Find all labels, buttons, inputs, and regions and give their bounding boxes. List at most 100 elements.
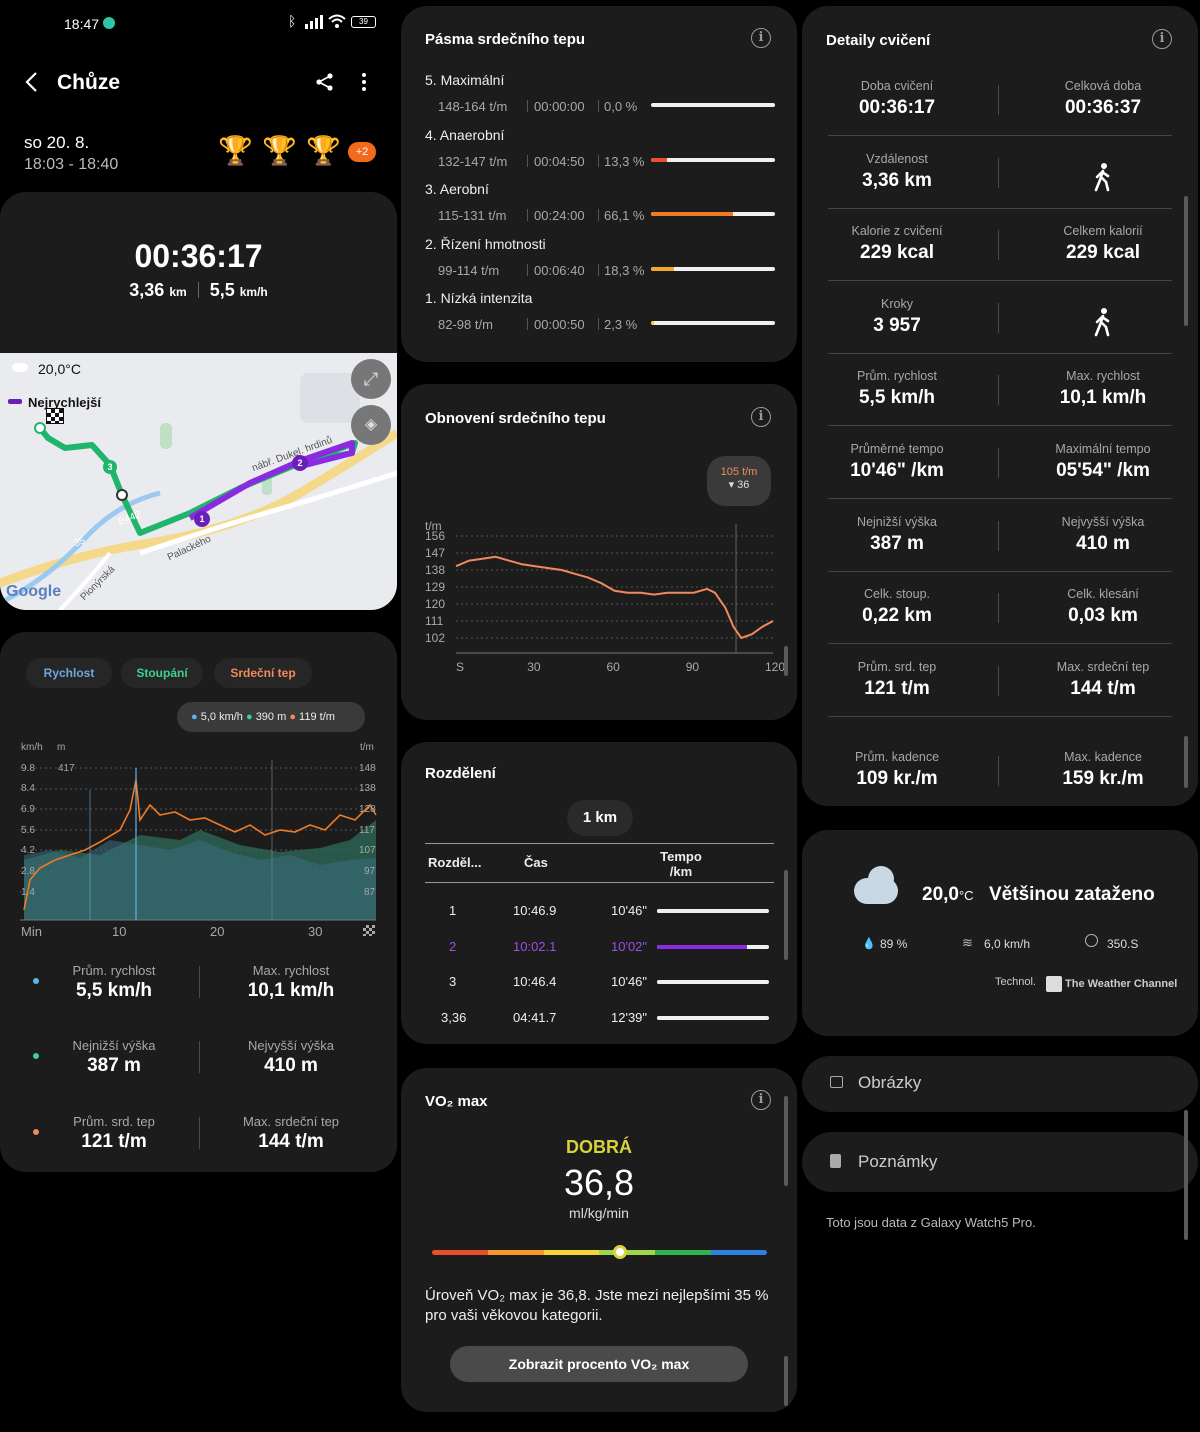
info-icon[interactable]: i bbox=[751, 407, 771, 427]
vo2-scale-segment bbox=[655, 1250, 712, 1255]
vo2-value: 36,8 bbox=[563, 1162, 635, 1203]
finish-flag-icon bbox=[46, 408, 64, 424]
split-index: 3,36 bbox=[441, 1009, 467, 1025]
vo2-rating: DOBRÁ bbox=[566, 1137, 632, 1157]
marker-1: 1 bbox=[194, 511, 210, 527]
zone-percent: 18,3 % bbox=[604, 262, 645, 278]
flag-icon bbox=[363, 925, 375, 936]
scrollbar[interactable] bbox=[784, 646, 788, 676]
stat-value: 5,5 km/h bbox=[75, 980, 153, 1001]
weather-channel-logo bbox=[1046, 976, 1062, 992]
detail-value: 00:36:37 bbox=[1064, 97, 1142, 118]
app-notification-icon bbox=[103, 17, 115, 29]
detail-label: Celková doba bbox=[1064, 79, 1142, 93]
vo2-scale-segment bbox=[711, 1250, 767, 1255]
recovery-y-unit: t/m bbox=[425, 519, 442, 533]
col-time: Čas bbox=[524, 855, 548, 870]
route-map[interactable]: 20,0°C Nejrychlejší 3 1 2 nábř. Dukel. h… bbox=[0, 353, 397, 610]
detail-label: Celkem kalorií bbox=[1063, 224, 1143, 239]
notes-row[interactable]: Poznámky bbox=[802, 1132, 1198, 1192]
detail-label: Kalorie z cvičení bbox=[851, 224, 943, 239]
more-options-icon[interactable] bbox=[360, 72, 368, 92]
hr-zones-card: Pásma srdečního tepu i 5. Maximální 148-… bbox=[401, 6, 797, 362]
tab-heart-rate[interactable]: Srdeční tep bbox=[214, 658, 312, 688]
detail-value: 229 kcal bbox=[860, 242, 934, 264]
x-tick: 10 bbox=[112, 924, 127, 939]
multi-metric-graph[interactable] bbox=[0, 760, 397, 930]
zone-name: 1. Nízká intenzita bbox=[425, 290, 533, 306]
vo2-percent-button[interactable]: Zobrazit procento VO₂ max bbox=[450, 1346, 748, 1382]
x-tick-label: 120 bbox=[765, 660, 785, 674]
zone-bar bbox=[651, 103, 775, 107]
detail-value: 121 t/m bbox=[864, 677, 930, 699]
detail-value: 229 kcal bbox=[1066, 242, 1140, 264]
recovery-tooltip: 105 t/m ▾ 36 bbox=[707, 456, 771, 506]
split-pace: 10'02" bbox=[611, 938, 648, 954]
detail-value: 0,03 km bbox=[1068, 605, 1138, 627]
trophy-icon: 🏆 bbox=[306, 135, 341, 166]
x-tick-label: S bbox=[456, 660, 464, 674]
split-pace: 10'46" bbox=[611, 974, 648, 989]
trophy-icon: 🏆 bbox=[218, 135, 253, 166]
detail-label: Max. srdeční tep bbox=[1056, 659, 1150, 674]
extra-badges-count[interactable]: +2 bbox=[348, 142, 376, 162]
back-icon[interactable] bbox=[24, 71, 40, 93]
y-tick-label: 138 bbox=[425, 563, 445, 577]
humidity-icon: 💧 bbox=[862, 938, 876, 950]
scrollbar[interactable] bbox=[1184, 736, 1188, 788]
wind-value: 6,0 km/h bbox=[984, 937, 1031, 951]
x-tick-label: 30 bbox=[527, 660, 541, 674]
summary-speed-unit: km/h bbox=[239, 285, 268, 299]
tab-speed[interactable]: Rychlost bbox=[26, 658, 112, 688]
split-pace-bar-fill bbox=[657, 1015, 709, 1020]
split-index: 3 bbox=[449, 974, 457, 989]
provider-name: The Weather Channel bbox=[1065, 978, 1178, 990]
workout-time-range: 18:03 - 18:40 bbox=[24, 156, 119, 173]
zone-bar bbox=[651, 321, 775, 325]
scrollbar[interactable] bbox=[1184, 1110, 1188, 1240]
vo2-scale-segment bbox=[432, 1250, 488, 1255]
split-unit-selector[interactable]: 1 km bbox=[567, 800, 633, 836]
zone-name: 4. Anaerobní bbox=[425, 126, 505, 143]
scrollbar[interactable] bbox=[784, 1096, 788, 1186]
stat-value: 121 t/m bbox=[81, 1131, 147, 1152]
expand-map-button[interactable]: ⤢ bbox=[351, 359, 391, 399]
tab-elevation[interactable]: Stoupání bbox=[121, 658, 203, 688]
detail-value: 05'54" /km bbox=[1056, 460, 1150, 481]
share-icon[interactable] bbox=[315, 72, 335, 92]
detail-value: 10'46" /km bbox=[850, 460, 944, 481]
detail-value: 109 kr./m bbox=[856, 768, 938, 789]
info-icon[interactable]: i bbox=[1152, 29, 1172, 49]
map-layers-button[interactable]: ◈ bbox=[351, 405, 391, 445]
zone-bar-fill bbox=[651, 321, 654, 325]
detail-label: Nejnižší výška bbox=[857, 514, 937, 529]
vo2-title: VO₂ max bbox=[425, 1093, 488, 1110]
page-title: Chůze bbox=[57, 71, 120, 94]
hr-recovery-chart[interactable]: 156 147 138 129 120 111 102 S 30 60 90 120 bbox=[401, 524, 797, 694]
split-time: 10:46.9 bbox=[513, 903, 557, 918]
info-icon[interactable]: i bbox=[751, 28, 771, 48]
zone-range: 99-114 t/m bbox=[438, 262, 500, 278]
col-split: Rozděl... bbox=[428, 855, 482, 870]
split-index: 2 bbox=[449, 938, 457, 954]
detail-value: 00:36:17 bbox=[858, 97, 936, 118]
images-row[interactable]: Obrázky bbox=[802, 1056, 1198, 1112]
tooltip-elevation: 390 m bbox=[255, 711, 287, 723]
vo2-scale-segment bbox=[487, 1250, 544, 1255]
humidity-value: 89 % bbox=[880, 937, 908, 951]
split-pace: 12'39" bbox=[611, 1009, 648, 1025]
hr-recovery-title: Obnovení srdečního tepu bbox=[425, 410, 606, 427]
detail-label: Prům. kadence bbox=[854, 750, 940, 764]
scrollbar[interactable] bbox=[784, 870, 788, 960]
scrollbar[interactable] bbox=[784, 1356, 788, 1406]
detail-label: Vzdálenost bbox=[866, 151, 928, 166]
stat-label: Nejnižší výška bbox=[72, 1038, 156, 1053]
scrollbar[interactable] bbox=[1184, 196, 1188, 326]
y-tick-label: 102 bbox=[425, 631, 445, 645]
note-icon bbox=[830, 1154, 841, 1168]
vo2-card: VO₂ max i DOBRÁ 36,8 ml/kg/min Úroveň VO… bbox=[401, 1068, 797, 1412]
zone-bar-fill bbox=[651, 266, 674, 271]
split-pace-bar bbox=[657, 909, 769, 913]
stat-label: Nejvyšší výška bbox=[248, 1038, 334, 1053]
info-icon[interactable]: i bbox=[751, 1090, 771, 1110]
